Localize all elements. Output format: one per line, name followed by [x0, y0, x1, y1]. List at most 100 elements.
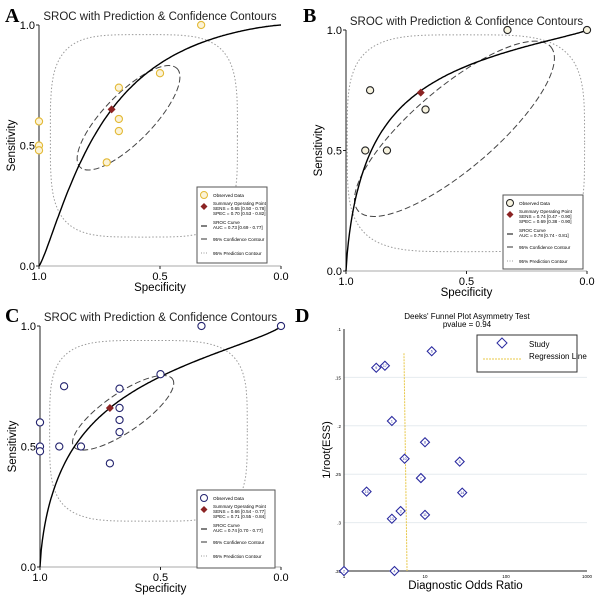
observed-data-point: [34, 117, 44, 126]
chart-subtitle: pvalue = 0.94: [443, 320, 492, 329]
study-label: 15: [365, 490, 369, 494]
legend-box: [196, 186, 268, 264]
legend-spec: SPEC = 0.70 [0.53 - 0.82]: [213, 211, 265, 216]
prediction-contour: [346, 34, 586, 253]
x-tick-label: 0.0: [273, 572, 288, 584]
study-label: 11: [423, 513, 427, 517]
study-point: [399, 453, 410, 464]
legend-confidence: 95% Confidence Contour: [519, 245, 571, 250]
observed-data-point: [115, 415, 124, 425]
y-tick-label: 0.5: [327, 146, 342, 158]
chart-title: SROC with Prediction & Confidence Contou…: [350, 16, 584, 28]
observed-data-point: [35, 418, 45, 427]
observed-data-point: [421, 105, 430, 114]
observed-data-point: [155, 69, 165, 78]
y-tick-label: .3: [337, 521, 341, 526]
observed-data-point: [382, 146, 392, 155]
confidence-contour: [72, 374, 175, 451]
y-tick-label: 1.0: [327, 25, 342, 37]
legend-curve: SROC Curve: [519, 228, 546, 233]
legend-auc: AUC = 0.73 [0.69 - 0.77]: [213, 225, 263, 230]
y-tick-label: 0.5: [20, 141, 35, 153]
chart-title: Deeks' Funnel Plot Asymmetry Test: [404, 312, 530, 321]
x-axis-label: Specificity: [134, 282, 186, 294]
x-tick-label: 0.0: [579, 276, 594, 288]
y-tick-label: .1: [337, 327, 341, 332]
legend-sens: SENS = 0.65 [0.50 - 0.78]: [213, 206, 265, 211]
confidence-contour: [76, 65, 181, 171]
study-label: 1: [391, 419, 393, 423]
y-tick-label: .15: [335, 375, 342, 380]
observed-data-point: [503, 25, 512, 35]
x-axis-label: Diagnostic Odds Ratio: [408, 580, 522, 592]
legend-spec: SPEC = 0.69 [0.38 - 0.90]: [519, 219, 571, 224]
study-point: [426, 345, 437, 357]
study-label: 10: [403, 457, 407, 461]
observed-data-point: [76, 442, 86, 451]
legend-prediction: 95% Prediction Contour: [213, 554, 262, 559]
study-point: [456, 487, 468, 498]
legend-summary: Summary Operating Point: [213, 201, 267, 206]
observed-data-point: [156, 370, 165, 379]
observed-data-point: [34, 146, 44, 155]
panel-letter: B: [303, 5, 316, 27]
observed-data-point: [102, 158, 111, 167]
legend-summary: Summary Operating Point: [213, 504, 267, 509]
x-tick-label: 0.5: [152, 271, 167, 283]
study-label: 14: [460, 491, 464, 495]
sroc-panel-a: A SROC with Prediction & Confidence Conto…: [5, 5, 289, 294]
legend-auc: AUC = 0.74 [0.70 - 0.77]: [213, 528, 263, 533]
study-point: [386, 415, 398, 427]
summary-operating-point: [105, 403, 114, 412]
study-point: [419, 509, 431, 521]
x-tick-label: 1.0: [31, 271, 46, 283]
study-label: 9: [375, 366, 377, 370]
legend: Observed Data Summary Operating PointSENS…: [196, 489, 276, 569]
sroc-curve: [345, 29, 588, 272]
y-tick-label: 0.5: [21, 442, 36, 454]
y-axis-label: Sensitivity: [6, 119, 18, 171]
study-label: 17: [383, 364, 387, 368]
panel-letter: C: [5, 305, 19, 327]
chart-title: SROC with Prediction & Confidence Contou…: [43, 11, 277, 23]
observed-data-point: [35, 447, 45, 456]
y-tick-label: .2: [337, 424, 341, 429]
study-point: [389, 565, 400, 577]
x-tick-label: 0.5: [153, 572, 168, 584]
sroc-panel-c: C SROC with Prediction & Confidence Conto…: [5, 305, 289, 595]
x-tick-label: 1.0: [338, 276, 353, 288]
y-axis-label: 1/root(ESS): [321, 421, 333, 478]
study-label: 7: [420, 476, 422, 480]
observed-data-point: [361, 146, 370, 155]
legend-sens: SENS = 0.66 [0.54 - 0.77]: [213, 509, 265, 514]
legend-prediction: 95% Prediction Contour: [213, 251, 262, 256]
x-tick-label: 10: [422, 574, 428, 579]
legend-observed-icon: [506, 199, 514, 207]
study-label: 2: [343, 569, 345, 573]
legend-confidence: 95% Confidence Contour: [213, 237, 265, 242]
study-point: [361, 486, 372, 497]
observed-data-point: [59, 382, 69, 391]
panel-letter: D: [295, 305, 309, 327]
legend-summary: Summary Operating Point: [519, 209, 573, 214]
study-label: 5: [459, 460, 461, 464]
x-tick-label: 0.5: [459, 276, 474, 288]
y-tick-label: 1.0: [20, 20, 35, 32]
legend-study-icon: [496, 337, 508, 349]
y-tick-label: 1.0: [21, 321, 36, 333]
y-axis-label: Sensitivity: [313, 124, 325, 176]
legend-summary-icon: [200, 506, 208, 513]
legend-observed-icon: [200, 494, 208, 502]
observed-data-point: [196, 20, 206, 30]
study-point: [454, 456, 465, 467]
study-point: [370, 362, 382, 373]
legend: Study Regression Line: [476, 334, 587, 373]
x-tick-label: 1: [343, 574, 346, 579]
legend-study: Study: [529, 340, 549, 349]
observed-data-point: [115, 403, 124, 413]
study-point: [386, 513, 398, 525]
legend-box: [476, 334, 578, 373]
observed-data-point: [582, 25, 592, 35]
study-label: 6: [431, 350, 433, 354]
